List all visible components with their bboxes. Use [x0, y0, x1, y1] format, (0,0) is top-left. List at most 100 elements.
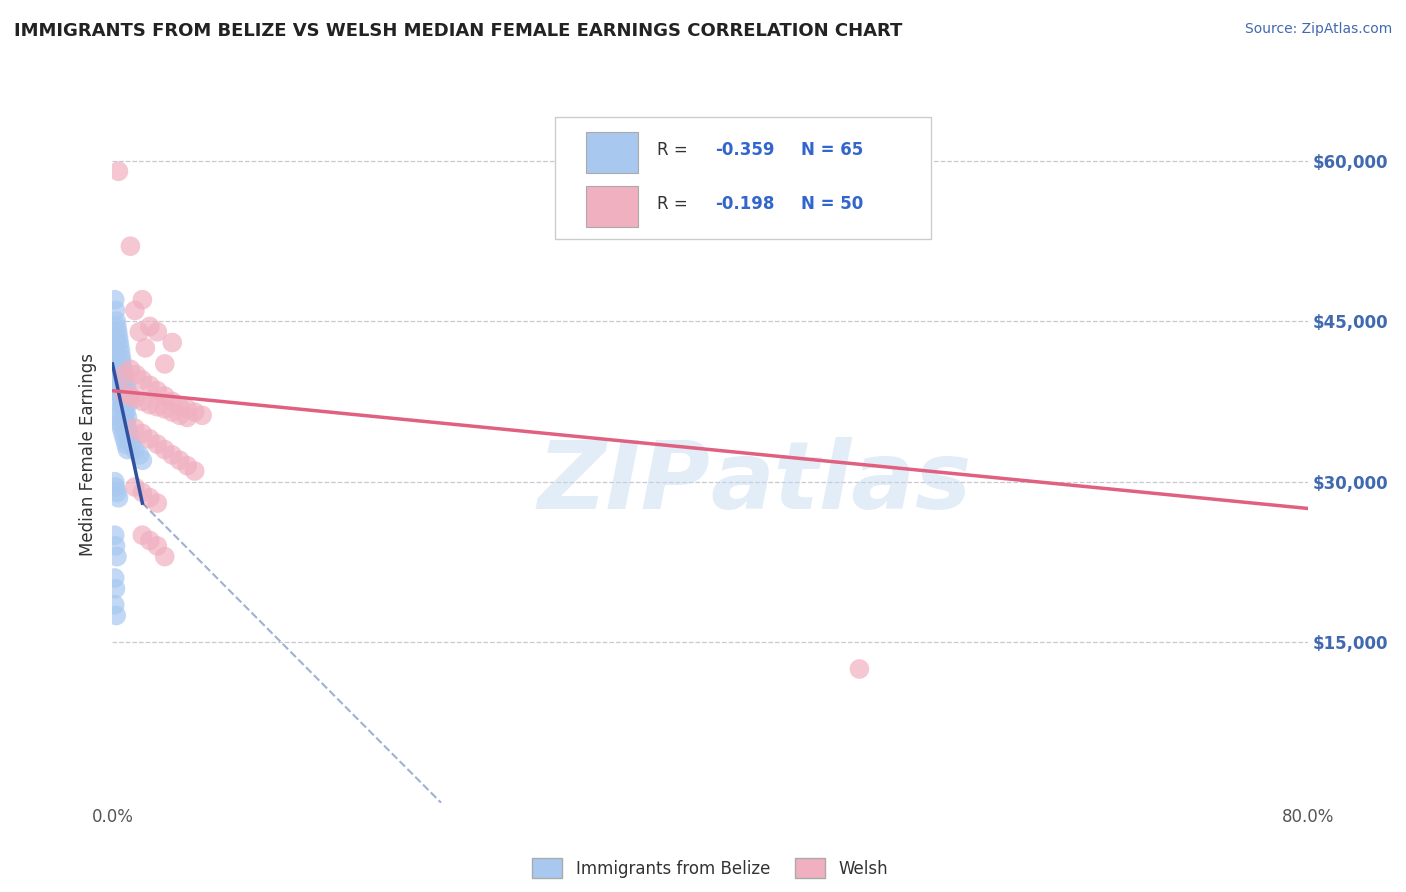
Point [114, 387, 135, 401]
Point [162, 394, 183, 409]
Point [191, 409, 214, 423]
Point [131, 426, 153, 441]
Point [105, 608, 128, 623]
Point [139, 378, 162, 392]
Point [176, 458, 198, 473]
Text: R =: R = [658, 194, 693, 212]
Point [105, 334, 128, 348]
Point [120, 362, 142, 376]
Point [128, 325, 150, 339]
Point [114, 368, 135, 382]
Point [105, 346, 128, 360]
Point [183, 464, 205, 478]
Point [139, 533, 162, 548]
Point [111, 426, 134, 441]
Point [104, 475, 127, 489]
Point [111, 400, 134, 414]
Point [111, 357, 134, 371]
Point [134, 341, 156, 355]
Point [115, 437, 138, 451]
Point [104, 582, 127, 596]
Text: -0.359: -0.359 [714, 141, 775, 159]
Point [107, 325, 129, 339]
Point [107, 357, 129, 371]
Point [162, 405, 183, 419]
Point [111, 362, 134, 376]
Point [117, 421, 139, 435]
Point [169, 453, 191, 467]
Point [104, 528, 127, 542]
Point [108, 416, 131, 430]
FancyBboxPatch shape [586, 186, 638, 227]
Point [105, 314, 128, 328]
Point [117, 410, 139, 425]
Point [114, 432, 135, 446]
Point [121, 437, 143, 451]
Point [120, 239, 142, 253]
Point [108, 378, 131, 392]
Point [124, 480, 146, 494]
Text: N = 65: N = 65 [801, 141, 863, 159]
Point [114, 409, 135, 423]
Point [105, 485, 128, 500]
Point [183, 405, 205, 419]
Point [120, 394, 142, 409]
Point [146, 325, 169, 339]
Point [169, 400, 191, 414]
Point [108, 384, 131, 398]
Point [124, 421, 146, 435]
Point [104, 480, 127, 494]
Point [124, 303, 146, 318]
Point [139, 319, 162, 334]
Point [162, 448, 183, 462]
Point [124, 442, 146, 457]
Point [117, 442, 139, 457]
Point [153, 549, 176, 564]
Point [107, 410, 129, 425]
Point [131, 293, 153, 307]
Point [162, 335, 183, 350]
Point [105, 549, 128, 564]
Point [153, 442, 176, 457]
Point [146, 384, 169, 398]
Point [131, 485, 153, 500]
Point [131, 453, 153, 467]
Legend: Immigrants from Belize, Welsh: Immigrants from Belize, Welsh [526, 851, 894, 885]
Point [128, 448, 150, 462]
Point [139, 398, 162, 412]
Point [105, 405, 128, 419]
Point [104, 384, 127, 398]
Point [110, 391, 132, 405]
Point [112, 368, 135, 382]
Point [110, 351, 132, 366]
Point [115, 378, 138, 392]
Point [111, 394, 134, 409]
Point [153, 401, 176, 416]
Point [114, 373, 135, 387]
Point [139, 432, 162, 446]
Point [153, 357, 176, 371]
Point [104, 598, 127, 612]
Point [107, 373, 129, 387]
Point [120, 389, 142, 403]
Text: IMMIGRANTS FROM BELIZE VS WELSH MEDIAN FEMALE EARNINGS CORRELATION CHART: IMMIGRANTS FROM BELIZE VS WELSH MEDIAN F… [14, 22, 903, 40]
Point [848, 662, 870, 676]
Point [131, 394, 153, 409]
Point [104, 293, 127, 307]
Point [169, 409, 191, 423]
Text: atlas: atlas [710, 437, 972, 529]
Point [118, 389, 141, 403]
Point [146, 539, 169, 553]
Point [107, 330, 129, 344]
Point [110, 421, 132, 435]
Point [107, 164, 129, 178]
Point [117, 384, 139, 398]
Point [146, 496, 169, 510]
Point [124, 391, 146, 405]
Point [104, 571, 127, 585]
Y-axis label: Median Female Earnings: Median Female Earnings [79, 353, 97, 557]
Point [105, 362, 128, 376]
Point [108, 335, 131, 350]
Point [146, 400, 169, 414]
Point [125, 368, 148, 382]
